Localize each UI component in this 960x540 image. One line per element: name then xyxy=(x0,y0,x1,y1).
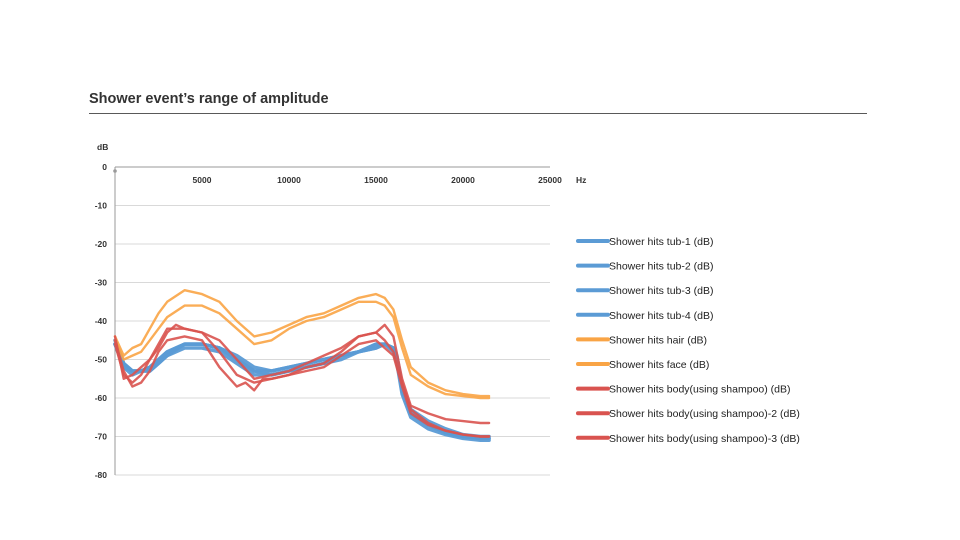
x-tick-label: 10000 xyxy=(277,175,301,185)
tick-labels: 0 -10 -20 -30 -40 -50 -60 -70 -80 5000 10000 15000 2… xyxy=(95,142,587,480)
y-tick-label: -50 xyxy=(95,355,108,365)
y-tick-label: -30 xyxy=(95,278,108,288)
legend-label: Shower hits tub-3 (dB) xyxy=(609,285,713,297)
x-tick-label: 15000 xyxy=(364,175,388,185)
slide-title: Shower event’s range of amplitude xyxy=(89,91,329,107)
legend-label: Shower hits tub-1 (dB) xyxy=(609,236,713,248)
y-tick-label: -40 xyxy=(95,316,108,326)
y-tick-label: 0 xyxy=(102,162,107,172)
series-line xyxy=(113,300,491,400)
x-tick-label: 25000 xyxy=(538,175,562,185)
axes xyxy=(113,166,550,475)
y-axis-label: dB xyxy=(97,142,108,152)
legend-label: Shower hits tub-4 (dB) xyxy=(609,310,713,322)
legend-label: Shower hits tub-2 (dB) xyxy=(609,261,713,273)
series-line xyxy=(113,323,491,425)
y-tick-label: -20 xyxy=(95,239,108,249)
legend-label: Shower hits body(using shampoo) (dB) xyxy=(609,384,791,396)
y-tick-label: -60 xyxy=(95,393,108,403)
x-tick-label: 5000 xyxy=(193,175,212,185)
x-axis-label: Hz xyxy=(576,175,586,185)
legend-label: Shower hits hair (dB) xyxy=(609,334,707,346)
series-line xyxy=(113,289,491,398)
series-lines xyxy=(113,289,491,443)
legend-label: Shower hits face (dB) xyxy=(609,359,709,371)
axis-origin-marker xyxy=(113,169,117,173)
series-line xyxy=(113,327,491,438)
x-tick-label: 20000 xyxy=(451,175,475,185)
grid-lines xyxy=(115,205,550,476)
y-tick-label: -80 xyxy=(95,470,108,480)
title-divider xyxy=(89,113,867,114)
y-tick-label: -70 xyxy=(95,432,108,442)
legend: Shower hits tub-1 (dB) Shower hits tub-2 … xyxy=(576,236,800,445)
y-tick-label: -10 xyxy=(95,201,108,211)
legend-label: Shower hits body(using shampoo)-3 (dB) xyxy=(609,433,800,445)
legend-label: Shower hits body(using shampoo)-2 (dB) xyxy=(609,408,800,420)
